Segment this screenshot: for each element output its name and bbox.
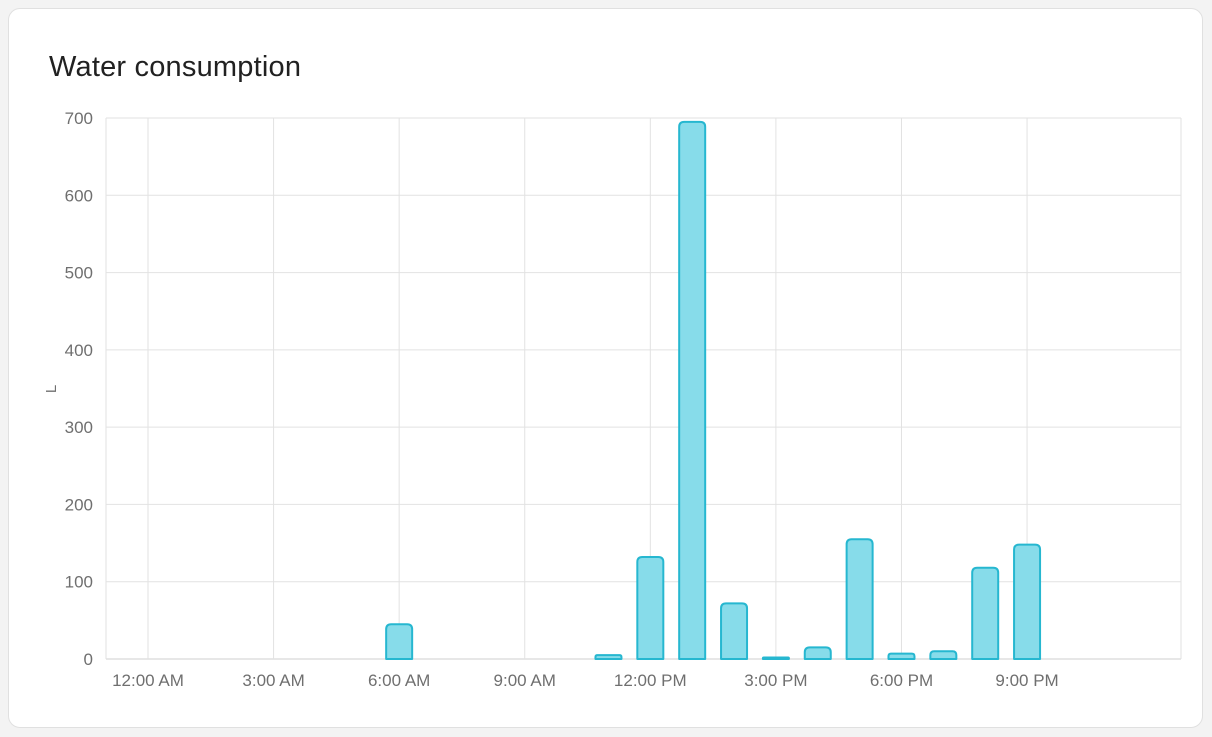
y-tick-label: 300	[65, 418, 93, 437]
x-tick-label: 6:00 PM	[870, 671, 933, 690]
x-tick-label: 9:00 PM	[995, 671, 1058, 690]
y-tick-label: 100	[65, 573, 93, 592]
x-tick-label: 9:00 AM	[494, 671, 556, 690]
bar[interactable]	[385, 623, 414, 660]
y-axis-title: L	[43, 385, 60, 393]
y-tick-label: 200	[65, 495, 93, 514]
y-tick-label: 0	[84, 650, 93, 669]
bar[interactable]	[845, 538, 874, 660]
bar[interactable]	[761, 656, 790, 660]
x-tick-label: 12:00 AM	[112, 671, 184, 690]
bar[interactable]	[594, 654, 623, 660]
bar[interactable]	[887, 652, 916, 660]
x-tick-label: 12:00 PM	[614, 671, 687, 690]
y-tick-label: 700	[65, 109, 93, 128]
x-tick-label: 3:00 AM	[242, 671, 304, 690]
x-tick-label: 3:00 PM	[744, 671, 807, 690]
bar[interactable]	[1013, 543, 1042, 660]
y-tick-label: 500	[65, 264, 93, 283]
y-tick-label: 600	[65, 186, 93, 205]
x-tick-label: 6:00 AM	[368, 671, 430, 690]
bar[interactable]	[929, 650, 958, 660]
bar-chart-svg: 0 100 200 300 400 500 600 700 12:00 AM 3:00 AM 6:0…	[43, 109, 1182, 690]
bar[interactable]	[636, 555, 665, 660]
card-title: Water consumption	[49, 51, 302, 83]
bar[interactable]	[720, 602, 749, 660]
water-consumption-card: Water consumption 0 100 200 300 400 500 600 700…	[8, 8, 1203, 728]
bar[interactable]	[678, 120, 707, 660]
y-tick-label: 400	[65, 341, 93, 360]
bar[interactable]	[803, 646, 832, 660]
bar[interactable]	[971, 566, 1000, 660]
